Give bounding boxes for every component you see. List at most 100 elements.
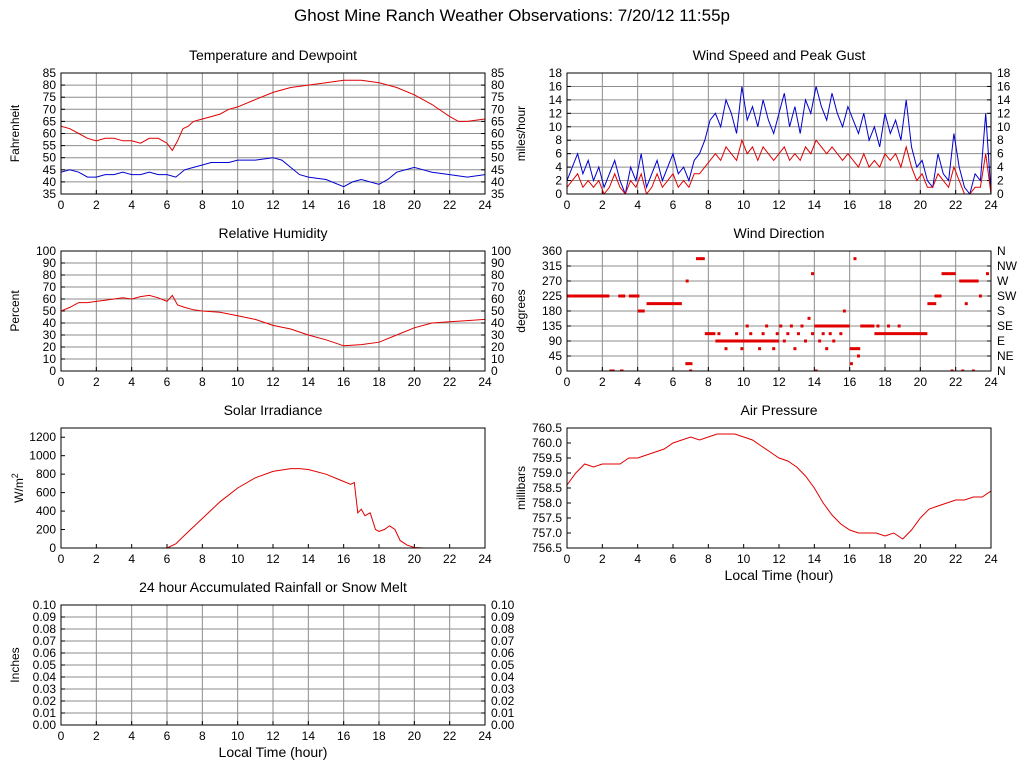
- direction-point: [724, 347, 728, 351]
- y2-tick-label: 18: [997, 66, 1011, 80]
- x-tick-label: 4: [128, 552, 135, 566]
- y-tick-label: 0: [49, 364, 56, 378]
- y-tick-label: 2: [555, 174, 562, 188]
- x-tick-label: 20: [914, 375, 928, 389]
- x-tick-label: 16: [337, 375, 351, 389]
- y-tick-label: 760.5: [532, 421, 562, 435]
- x-tick-label: 14: [302, 375, 316, 389]
- series-line: [61, 294, 485, 347]
- y-tick-label: 0.06: [33, 646, 57, 660]
- direction-point: [740, 347, 744, 351]
- x-tick-label: 14: [302, 729, 316, 743]
- x-tick-label: 16: [337, 198, 351, 212]
- page-title: Ghost Mine Ranch Weather Observations: 7…: [294, 6, 730, 25]
- y-tick-label: 0.05: [33, 658, 57, 672]
- y2-tick-label: 0.04: [491, 670, 515, 684]
- y2-tick-label: 100: [491, 244, 511, 258]
- plot-frame: [566, 427, 992, 549]
- y-tick-label: 45: [549, 349, 563, 363]
- plot-frame: [60, 604, 486, 726]
- y-tick-label: 75: [43, 90, 57, 104]
- y2-tick-label: 80: [491, 78, 505, 92]
- y-tick-label: 70: [43, 102, 57, 116]
- y-axis-label: Inches: [8, 647, 22, 682]
- x-tick-label: 4: [128, 729, 135, 743]
- direction-point: [772, 347, 776, 351]
- y-tick-label: 12: [549, 106, 563, 120]
- x-tick-label: 18: [878, 552, 892, 566]
- x-tick-label: 0: [564, 375, 571, 389]
- direction-point: [779, 324, 783, 328]
- x-tick-label: 2: [93, 729, 100, 743]
- direction-point: [821, 332, 825, 336]
- y2-tick-label: 60: [491, 127, 505, 141]
- direction-point: [754, 339, 758, 343]
- x-tick-label: 12: [266, 552, 280, 566]
- series-line: [61, 157, 485, 188]
- direction-point: [876, 324, 880, 328]
- chart-title: Relative Humidity: [219, 225, 328, 241]
- direction-point: [842, 309, 846, 313]
- direction-point: [846, 324, 850, 328]
- x-tick-label: 10: [231, 375, 245, 389]
- y2-tick-label: 0.02: [491, 694, 515, 708]
- x-tick-label: 6: [164, 198, 171, 212]
- x-tick-label: 12: [772, 375, 786, 389]
- plot-frame: [566, 72, 992, 195]
- direction-point: [761, 332, 765, 336]
- plot-area: [567, 433, 991, 540]
- y2-tick-label: W: [997, 274, 1009, 288]
- x-tick-label: 20: [408, 198, 422, 212]
- direction-point: [735, 332, 739, 336]
- x-tick-label: 2: [599, 198, 606, 212]
- x-tick-label: 8: [199, 375, 206, 389]
- y2-tick-label: 40: [491, 175, 505, 189]
- direction-point: [811, 332, 815, 336]
- chart-title: Wind Speed and Peak Gust: [693, 47, 866, 63]
- direction-point: [765, 324, 769, 328]
- x-tick-label: 20: [914, 198, 928, 212]
- x-tick-label: 6: [670, 198, 677, 212]
- x-tick-label: 14: [302, 552, 316, 566]
- y2-tick-label: 0.08: [491, 622, 515, 636]
- y2-tick-label: SE: [997, 319, 1013, 333]
- direction-point: [814, 369, 818, 371]
- x-tick-label: 16: [337, 552, 351, 566]
- x-tick-label: 22: [949, 375, 963, 389]
- x-axis-label: Local Time (hour): [725, 567, 834, 583]
- y-tick-label: 1000: [29, 449, 56, 463]
- x-tick-label: 18: [372, 375, 386, 389]
- direction-point: [818, 339, 822, 343]
- x-tick-label: 2: [599, 375, 606, 389]
- direction-point: [789, 324, 793, 328]
- x-tick-label: 18: [372, 552, 386, 566]
- x-tick-label: 14: [808, 375, 822, 389]
- direction-point: [839, 332, 843, 336]
- x-tick-label: 2: [93, 552, 100, 566]
- y2-tick-label: 90: [491, 256, 505, 270]
- y2-tick-label: N: [997, 244, 1006, 258]
- y2-tick-label: 0: [491, 364, 498, 378]
- plot-area: [61, 294, 485, 347]
- direction-point: [685, 279, 689, 283]
- direction-point: [964, 302, 968, 306]
- x-tick-label: 6: [164, 729, 171, 743]
- y2-tick-label: 80: [491, 268, 505, 282]
- x-tick-label: 18: [878, 198, 892, 212]
- y-tick-label: 10: [549, 120, 563, 134]
- x-tick-label: 12: [772, 552, 786, 566]
- y-tick-label: 758.5: [532, 481, 562, 495]
- direction-point: [950, 369, 954, 371]
- direction-point: [825, 347, 829, 351]
- y2-tick-label: 2: [997, 174, 1004, 188]
- y2-tick-label: 70: [491, 280, 505, 294]
- x-tick-label: 24: [478, 552, 492, 566]
- x-tick-label: 22: [443, 375, 457, 389]
- y-tick-label: 0: [49, 541, 56, 555]
- y2-tick-label: 0.07: [491, 634, 515, 648]
- x-tick-label: 24: [984, 198, 998, 212]
- y-tick-label: 14: [549, 93, 563, 107]
- y-tick-label: 20: [43, 340, 57, 354]
- y-tick-label: 180: [542, 304, 562, 318]
